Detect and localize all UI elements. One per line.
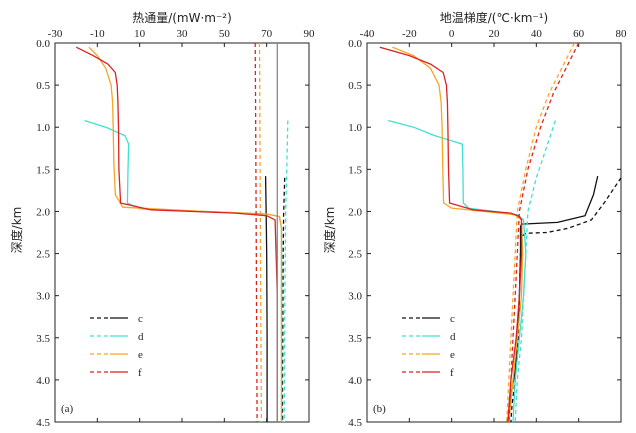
y-tick-label: 1.0 [36,122,50,134]
y-tick-label: 4.5 [36,417,50,429]
plot-frame [366,42,622,423]
y-tick-label: 1.5 [348,164,362,176]
y-tick-label: 0.0 [36,38,50,50]
legend-label-d: d [138,331,144,343]
x-tick-label: 60 [573,28,585,40]
x-tick-label: 50 [219,28,231,40]
x-tick-label: 80 [616,28,628,40]
y-tick-label: 0.5 [36,80,50,92]
y-tick-label: 2.0 [348,206,362,218]
x-tick-label: 90 [304,28,316,40]
x-tick-label: -20 [402,28,417,40]
x-tick-label: 30 [177,28,189,40]
series-line-c-solid [264,176,268,422]
series-line-e-dashed [506,43,575,422]
x-tick-label: 70 [261,28,273,40]
y-tick-label: 3.5 [348,333,362,345]
y-tick-label: 3.0 [36,291,50,303]
x-tick-label: -30 [48,28,63,40]
y-tick-label: 2.5 [36,249,50,261]
legend-label-f: f [450,367,454,379]
legend-label-c: c [450,313,455,325]
legend-label-e: e [138,349,143,361]
panel-b: 地温梯度/(℃·km⁻¹) -40 -20 0 20 40 60 80 0.0 0.5 1.0 1.5… [348,10,627,429]
panel-label: (b) [373,403,386,415]
x-tick-label: -10 [90,28,105,40]
series-line-f-dashed [254,43,258,422]
x-tick-label: 20 [489,28,501,40]
legend-label-f: f [138,367,142,379]
x-tick-label: -40 [360,28,375,40]
y-axis-label-a: 深度/km [9,207,24,254]
y-tick-label: 3.5 [36,333,50,345]
series-line-e-solid [392,46,524,422]
series-group [379,43,621,422]
series-line-c-dashed [281,177,286,422]
x-tick-label: 40 [531,28,543,40]
y-tick-label: 4.0 [348,375,362,387]
y-tick-label: 1.0 [348,122,362,134]
axis-title: 热通量/(mW·m⁻²) [132,11,232,25]
x-tick-label: 10 [134,28,146,40]
series-line-d-solid [388,119,527,422]
y-tick-label: 4.0 [36,375,50,387]
y-tick-label: 0.0 [348,38,362,50]
series-line-d-dashed [283,120,289,422]
x-tick-label: 0 [449,28,455,40]
y-tick-label: 2.5 [348,249,362,261]
y-tick-label: 4.5 [348,417,362,429]
legend-label-c: c [138,313,143,325]
y-tick-label: 2.0 [36,206,50,218]
series-line-e-dashed [258,43,263,422]
series-line-f-solid [379,46,523,422]
legend-label-d: d [450,331,456,343]
y-axis-label-b: 深度/km [322,207,337,254]
series-line-e-solid [88,46,283,422]
legend-label-e: e [450,349,455,361]
y-tick-label: 1.5 [36,164,50,176]
series-group [75,43,289,422]
series-line-f-solid [75,46,278,422]
panel-a: 热通量/(mW·m⁻²) -30 -10 10 30 50 70 90 0.0 0.5 1.0 1.5… [36,11,315,429]
panel-label: (a) [61,403,74,415]
series-line-c-solid [508,175,599,422]
y-tick-label: 0.5 [348,80,362,92]
y-tick-label: 3.0 [348,291,362,303]
plot-frame [54,42,310,423]
axis-title: 地温梯度/(℃·km⁻¹) [440,10,548,25]
